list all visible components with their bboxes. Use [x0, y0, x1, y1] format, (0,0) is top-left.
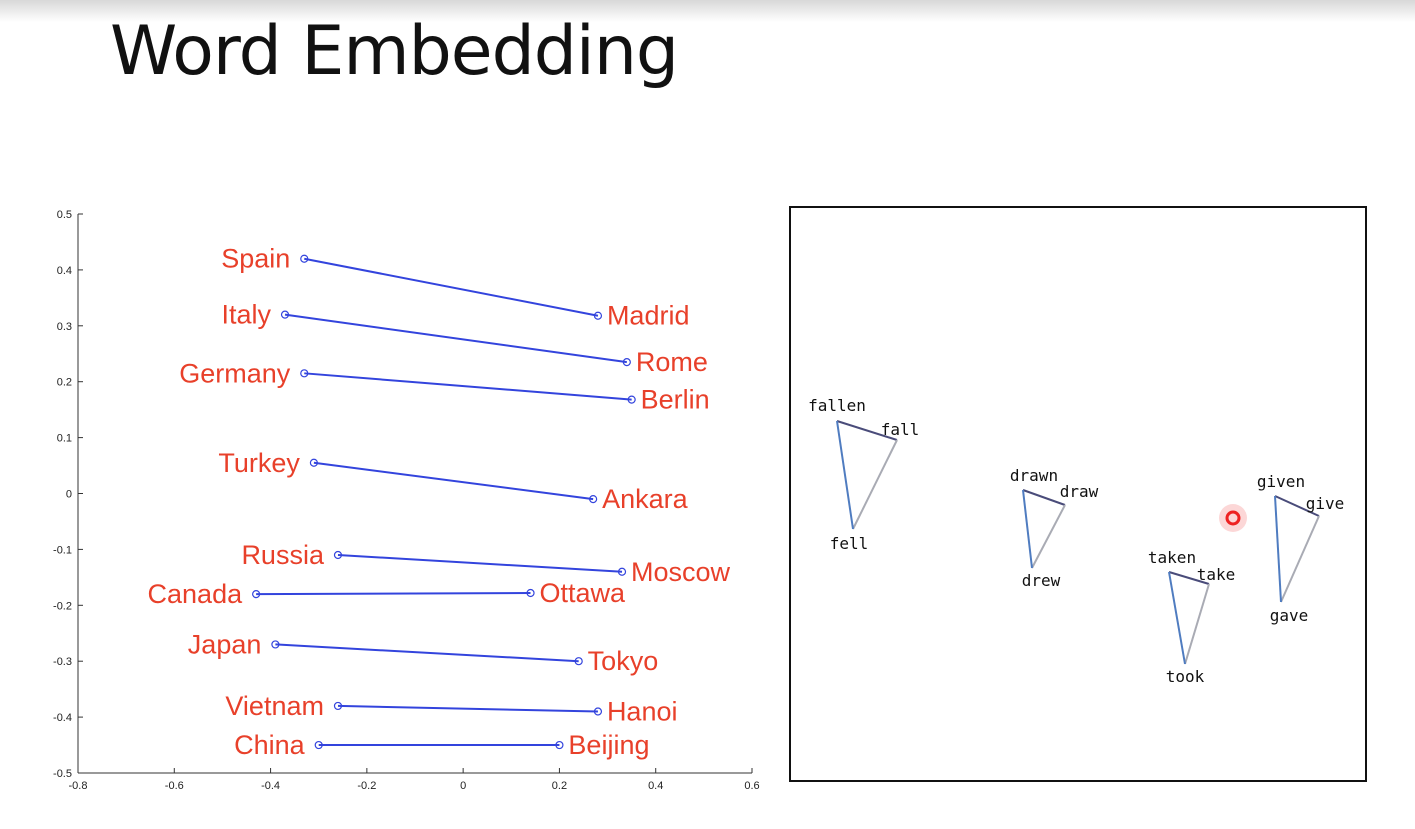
edge-participle-base: [1022, 489, 1066, 506]
capital-point: [593, 311, 603, 320]
country-label: Japan: [188, 629, 262, 659]
cursor-glow: [1219, 504, 1247, 532]
country-label: Canada: [148, 579, 244, 609]
slide-title: Word Embedding: [110, 12, 679, 91]
y-tick-label: -0.1: [53, 544, 72, 556]
y-tick-label: 0.3: [57, 321, 72, 333]
country-label: Italy: [221, 300, 271, 330]
capital-point: [555, 740, 564, 750]
edge-participle-base: [1274, 495, 1320, 517]
capital-label: Ottawa: [540, 578, 627, 608]
country-capital-line: [304, 257, 599, 317]
country-point: [333, 550, 343, 560]
word-label: drew: [1022, 571, 1061, 590]
cursor-highlight: [1219, 504, 1247, 532]
capital-label: Hanoi: [607, 697, 678, 727]
edge-participle-past: [1168, 571, 1186, 665]
capital-label: Ankara: [602, 484, 689, 514]
y-tick-label: -0.3: [53, 656, 72, 668]
capital-label: Tokyo: [588, 646, 659, 676]
x-tick-label: -0.2: [357, 780, 376, 792]
country-point: [300, 369, 309, 378]
x-tick-label: -0.4: [261, 780, 280, 792]
x-tick-label: 0.4: [648, 780, 663, 792]
country-label: Germany: [179, 358, 291, 388]
edge-participle-base: [1168, 571, 1210, 585]
word-label: took: [1166, 667, 1205, 686]
country-point: [252, 590, 261, 599]
word-label: give: [1306, 494, 1345, 513]
country-point: [333, 701, 343, 711]
country-capital-chart: -0.8 -0.6 -0.4 -0.2 0 0.2 0.4 0.6 0.5 0.4 0.3 0.2 0.…: [53, 209, 760, 792]
country-point: [314, 740, 323, 750]
edge-base-past: [1031, 504, 1066, 569]
x-tick-label: -0.6: [165, 780, 184, 792]
y-tick-label: -0.4: [53, 712, 72, 724]
edge-participle-past: [836, 420, 854, 530]
country-point: [309, 458, 318, 467]
country-point: [280, 310, 290, 319]
y-tick-label: 0.5: [57, 209, 72, 221]
word-label: fall: [881, 420, 920, 439]
word-label: gave: [1270, 606, 1309, 625]
country-capital-line: [337, 704, 598, 713]
capital-label: Rome: [636, 347, 708, 377]
country-label: Vietnam: [225, 691, 324, 721]
capital-point: [593, 707, 603, 716]
word-label: draw: [1060, 482, 1099, 501]
capital-point: [617, 567, 627, 576]
country-capital-line: [256, 592, 531, 596]
x-tick-label: -0.8: [69, 780, 88, 792]
capital-label: Moscow: [631, 557, 731, 587]
word-label: fallen: [808, 396, 866, 415]
word-label: taken: [1148, 548, 1196, 567]
x-tick-label: 0.6: [744, 780, 759, 792]
y-tick-label: 0.1: [57, 433, 72, 445]
top-shade: [0, 0, 1415, 22]
country-label: Spain: [221, 244, 290, 274]
capital-point: [627, 395, 636, 404]
x-tick-label: 0.2: [552, 780, 567, 792]
capital-label: Berlin: [641, 385, 710, 415]
edge-base-past: [1184, 583, 1210, 665]
edge-base-past: [1280, 515, 1320, 603]
country-capital-line: [275, 643, 579, 663]
y-tick-label: 0.2: [57, 377, 72, 389]
country-label: Turkey: [218, 448, 300, 478]
capital-point: [622, 358, 631, 367]
word-label: drawn: [1010, 466, 1058, 485]
y-tick-label: 0.4: [57, 265, 72, 277]
y-tick-label: -0.2: [53, 600, 72, 612]
word-label: given: [1257, 472, 1305, 491]
word-label: take: [1197, 565, 1236, 584]
plot-frame: [789, 206, 1367, 782]
y-tick-label: -0.5: [53, 768, 72, 780]
edge-base-past: [852, 439, 898, 530]
y-tick-label: 0: [66, 489, 72, 501]
country-label: Russia: [241, 540, 325, 570]
country-capital-line: [304, 372, 632, 401]
capital-label: Madrid: [607, 301, 690, 331]
capital-label: Beijing: [568, 730, 649, 760]
country-point: [300, 254, 309, 263]
cursor-ring: [1225, 510, 1241, 526]
x-tick-label: 0: [460, 780, 466, 792]
country-label: China: [234, 730, 306, 760]
capital-point: [574, 657, 583, 666]
country-capital-line: [284, 313, 627, 364]
word-label: fell: [830, 534, 869, 553]
capital-point: [526, 588, 535, 598]
edge-participle-past: [1022, 489, 1033, 569]
country-capital-line: [337, 553, 623, 573]
capital-point: [589, 494, 598, 504]
country-point: [271, 640, 280, 649]
edge-participle-past: [1274, 495, 1282, 603]
country-capital-line: [313, 461, 594, 501]
edge-participle-base: [836, 420, 898, 441]
